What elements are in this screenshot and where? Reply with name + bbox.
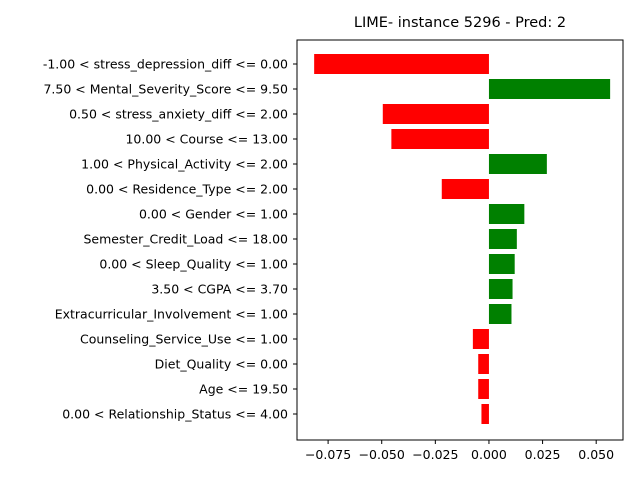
bar-3 — [391, 129, 489, 149]
plot-frame — [296, 39, 624, 441]
category-label-9: 3.50 < CGPA <= 3.70 — [151, 282, 288, 297]
category-label-13: Age <= 19.50 — [199, 382, 288, 397]
bar-11 — [472, 329, 489, 349]
category-label-12: Diet_Quality <= 0.00 — [155, 357, 288, 372]
category-label-3: 10.00 < Course <= 13.00 — [125, 132, 288, 147]
x-tick-label-5: 0.050 — [578, 447, 614, 462]
x-ticks: −0.075 −0.050 −0.025 0.000 0.025 0.050 — [305, 440, 614, 462]
bar-2 — [382, 104, 489, 124]
bar-6 — [488, 204, 525, 224]
x-tick-label-0: −0.075 — [305, 447, 351, 462]
bar-9 — [488, 279, 513, 299]
bar-7 — [488, 229, 517, 249]
bar-13 — [478, 379, 489, 399]
category-label-4: 1.00 < Physical_Activity <= 2.00 — [81, 157, 288, 172]
chart-title: LIME- instance 5296 - Pred: 2 — [354, 15, 566, 31]
x-tick-label-4: 0.025 — [525, 447, 561, 462]
bars-group — [314, 54, 611, 424]
category-label-6: 0.00 < Gender <= 1.00 — [139, 207, 288, 222]
category-label-1: 7.50 < Mental_Severity_Score <= 9.50 — [43, 82, 288, 97]
bar-0 — [314, 54, 489, 74]
x-tick-label-3: 0.000 — [471, 447, 507, 462]
bar-1 — [488, 79, 611, 99]
bar-10 — [488, 304, 512, 324]
y-ticks — [293, 63, 297, 415]
category-label-14: 0.00 < Relationship_Status <= 4.00 — [62, 407, 288, 422]
x-tick-label-2: −0.025 — [412, 447, 458, 462]
bar-4 — [488, 154, 547, 174]
category-label-11: Counseling_Service_Use <= 1.00 — [80, 332, 288, 347]
category-label-10: Extracurricular_Involvement <= 1.00 — [55, 307, 288, 322]
bar-5 — [441, 179, 489, 199]
category-labels: -1.00 < stress_depression_diff <= 0.00 7.… — [43, 57, 288, 422]
category-label-5: 0.00 < Residence_Type <= 2.00 — [86, 182, 288, 197]
category-label-8: 0.00 < Sleep_Quality <= 1.00 — [99, 257, 288, 272]
category-label-0: -1.00 < stress_depression_diff <= 0.00 — [43, 57, 288, 72]
bar-12 — [478, 354, 489, 374]
bar-14 — [481, 404, 489, 424]
bar-8 — [488, 254, 515, 274]
x-tick-label-1: −0.050 — [359, 447, 405, 462]
category-label-2: 0.50 < stress_anxiety_diff <= 2.00 — [69, 107, 288, 122]
category-label-7: Semester_Credit_Load <= 18.00 — [84, 232, 289, 247]
